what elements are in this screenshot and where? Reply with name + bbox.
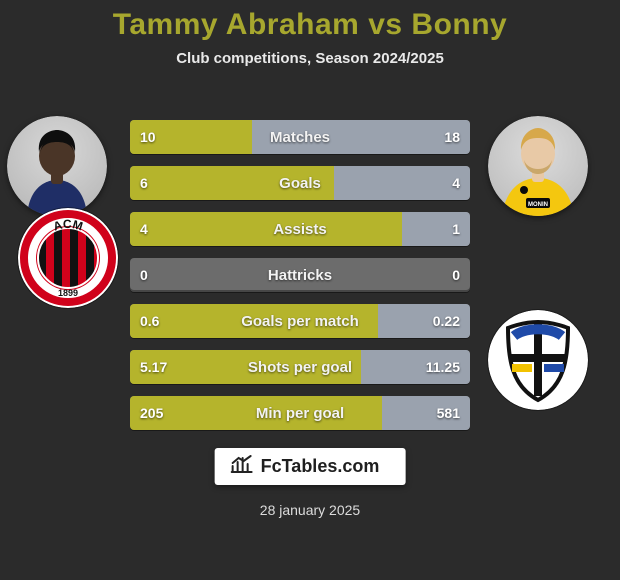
player-b-club-crest	[488, 310, 588, 410]
brand-plate: FcTables.com	[215, 448, 406, 485]
player-a-avatar	[7, 116, 107, 216]
bar-right-fill	[402, 212, 470, 246]
title-vs: vs	[368, 8, 402, 41]
bar-row: Shots per goal5.1711.25	[130, 350, 470, 384]
bar-right-fill	[334, 166, 470, 200]
bar-row: Hattricks0 0	[130, 258, 470, 292]
svg-text:1899: 1899	[58, 288, 78, 298]
player-b-avatar: MONIN	[488, 116, 588, 216]
bar-left-fill	[130, 212, 402, 246]
bar-right-fill	[252, 120, 470, 154]
bar-right-fill	[382, 396, 470, 430]
bar-row: Min per goal205581	[130, 396, 470, 430]
svg-text:MONIN: MONIN	[528, 202, 548, 208]
bar-right-fill	[378, 304, 470, 338]
bar-row: Matches1018	[130, 120, 470, 154]
bar-left-fill	[130, 304, 378, 338]
bar-row: Goals per match0.60.22	[130, 304, 470, 338]
date-text: 28 january 2025	[0, 502, 620, 518]
subtitle: Club competitions, Season 2024/2025	[0, 50, 620, 67]
bar-left-fill	[130, 350, 361, 384]
bar-label: Hattricks	[130, 258, 470, 292]
brand-chart-icon	[231, 454, 253, 479]
bar-left-value: 0	[130, 258, 158, 292]
bar-row: Assists41	[130, 212, 470, 246]
page-title: Tammy Abraham vs Bonny	[0, 0, 620, 42]
bar-left-fill	[130, 396, 382, 430]
bar-left-fill	[130, 120, 252, 154]
comparison-bars: Matches1018 Goals64 Assists41 Hattricks0 0 Go…	[130, 120, 470, 442]
bar-right-fill	[361, 350, 470, 384]
title-player-a: Tammy Abraham	[113, 8, 360, 41]
title-player-b: Bonny	[411, 8, 507, 41]
brand-text: FcTables.com	[261, 456, 380, 477]
player-a-club-crest: ACM 1899	[18, 208, 118, 308]
bar-left-fill	[130, 166, 334, 200]
bar-right-value: 0	[442, 258, 470, 292]
bar-row: Goals64	[130, 166, 470, 200]
stage: Tammy Abraham vs Bonny Club competitions…	[0, 0, 620, 580]
